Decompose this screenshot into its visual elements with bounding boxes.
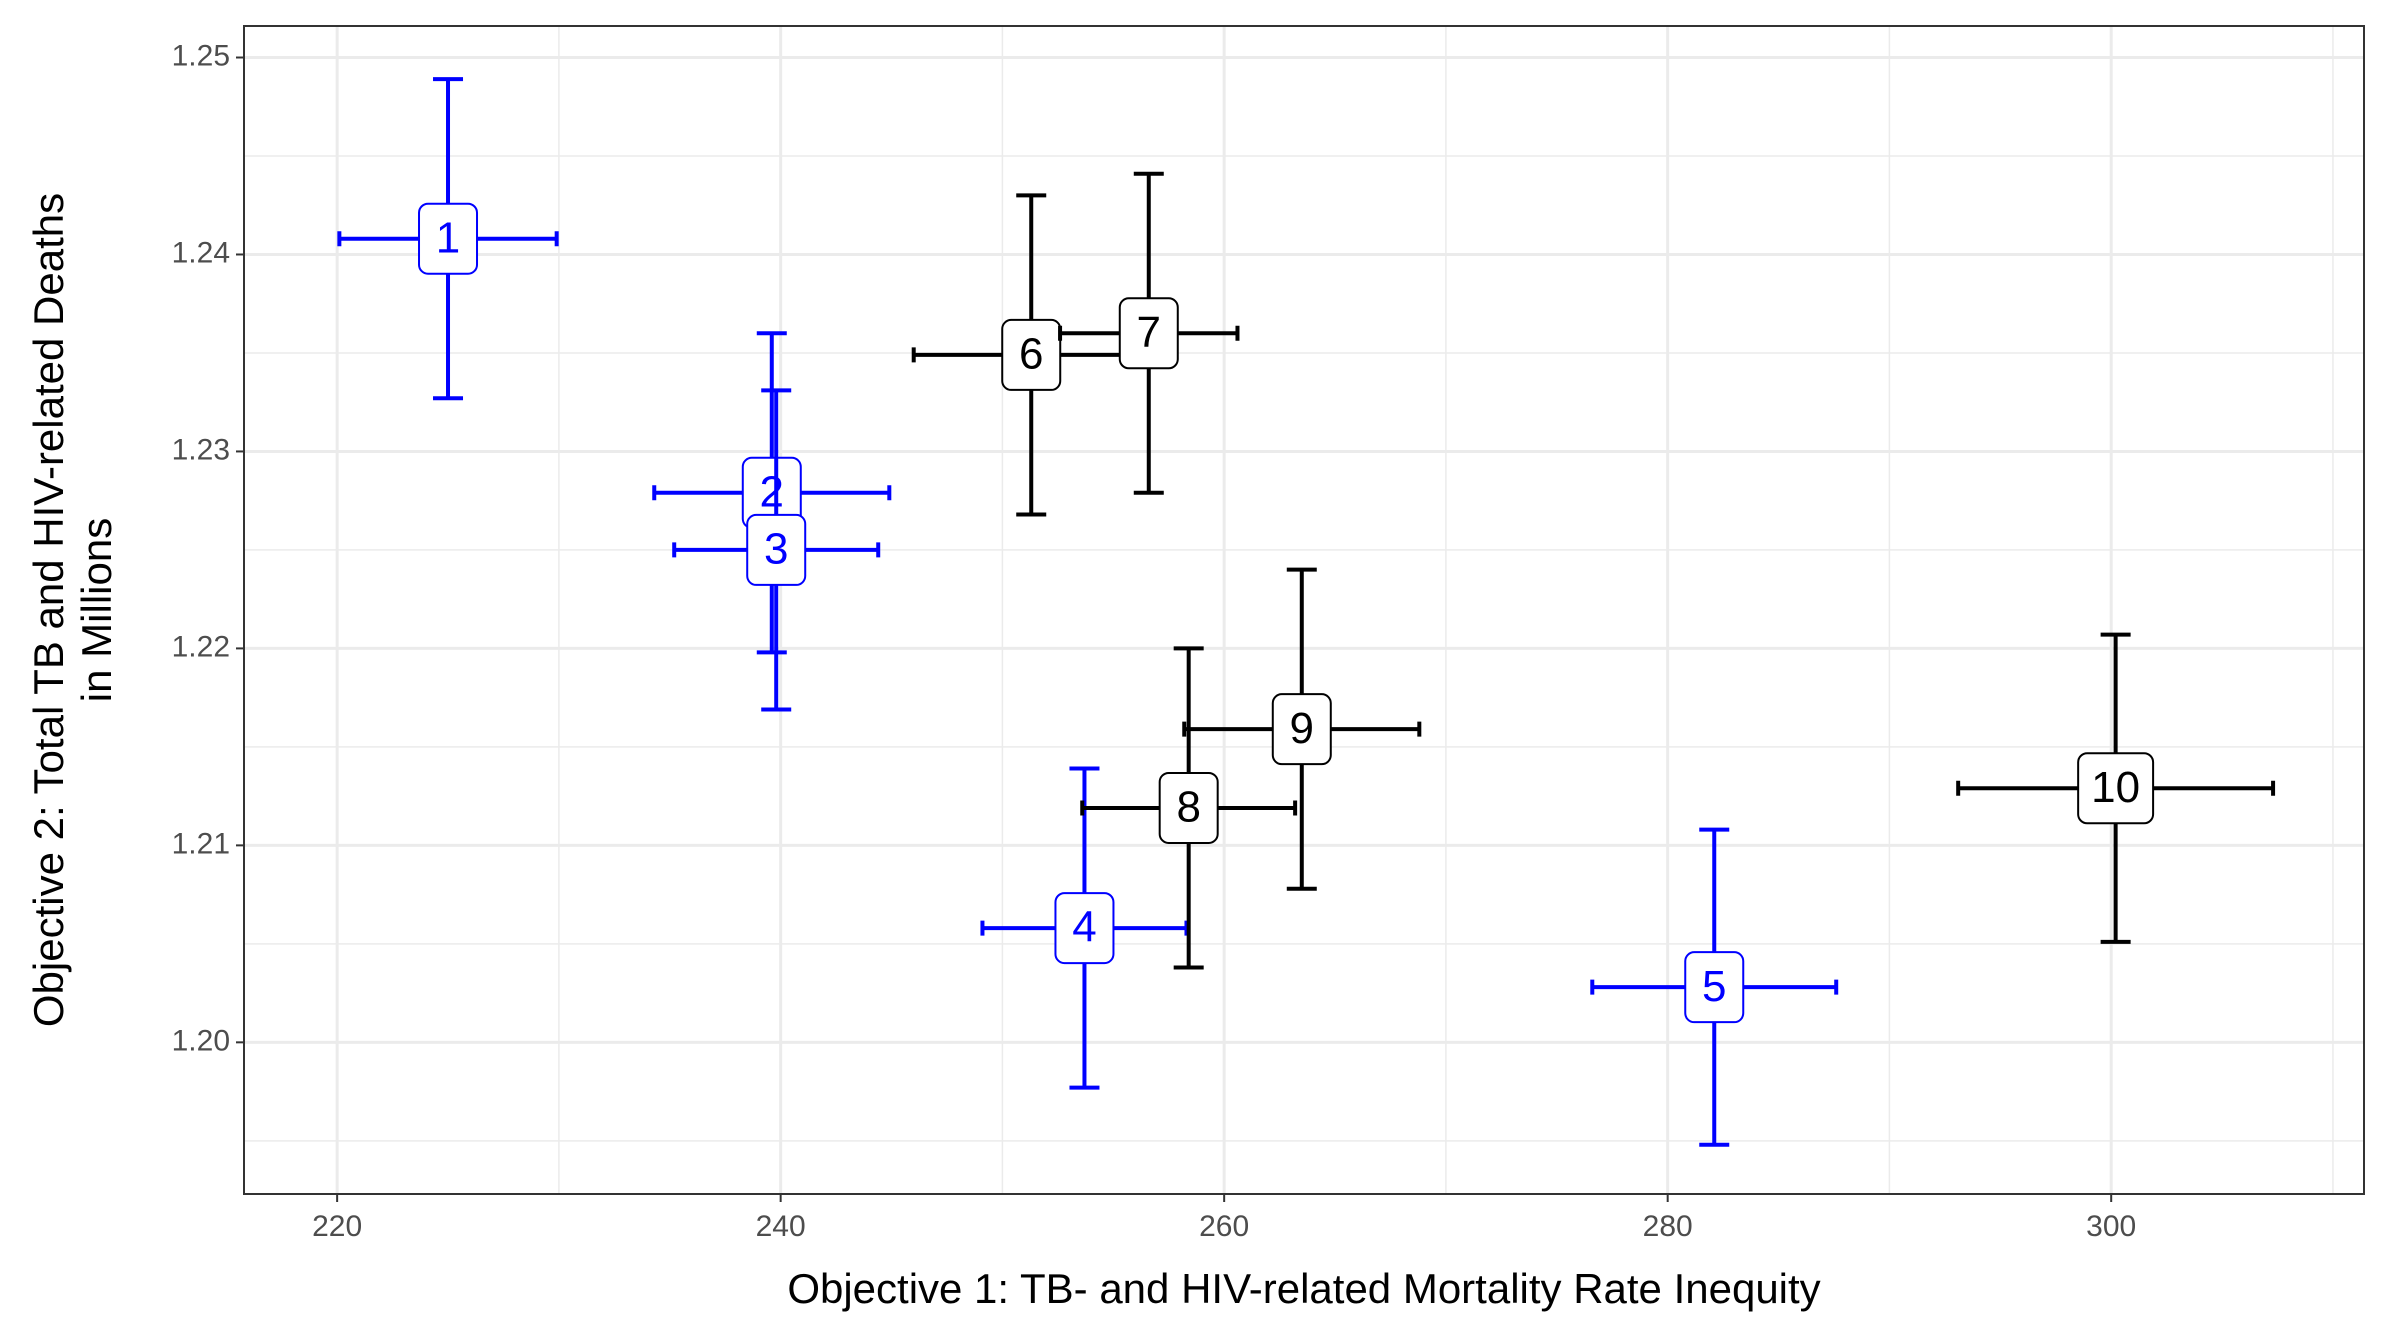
grid bbox=[244, 26, 2364, 1194]
point-group: 5 bbox=[1590, 827, 1839, 1147]
point-label-box bbox=[1001, 318, 1062, 391]
y-tick-label: 1.22 bbox=[172, 630, 230, 663]
y-axis-title: Objective 2: Total TB and HIV-related De… bbox=[25, 193, 72, 1027]
point-label: 10 bbox=[2091, 763, 2140, 812]
point-label: 2 bbox=[760, 467, 784, 516]
point-group: 7 bbox=[1058, 171, 1240, 495]
point-group: 3 bbox=[672, 388, 881, 712]
point-group: 4 bbox=[980, 766, 1189, 1090]
point-group: 9 bbox=[1182, 567, 1422, 891]
y-tick-label: 1.25 bbox=[172, 39, 230, 72]
point-label: 4 bbox=[1072, 903, 1096, 952]
y-tick-label: 1.20 bbox=[172, 1024, 230, 1057]
point-label-box bbox=[1118, 297, 1179, 370]
point-group: 8 bbox=[1080, 646, 1298, 970]
plot-border bbox=[243, 25, 2365, 1195]
point-group: 10 bbox=[1956, 632, 2276, 944]
point-group: 1 bbox=[337, 77, 559, 401]
x-tick-label: 220 bbox=[312, 1210, 362, 1243]
point-label-box bbox=[418, 202, 479, 275]
point-label: 3 bbox=[764, 525, 788, 574]
point-group: 2 bbox=[652, 331, 892, 655]
point-group: 6 bbox=[911, 193, 1151, 517]
point-label: 9 bbox=[1290, 704, 1314, 753]
x-axis-title: Objective 1: TB- and HIV-related Mortali… bbox=[787, 1265, 1820, 1312]
point-label-box bbox=[1054, 892, 1115, 965]
point-label-box bbox=[746, 513, 807, 586]
point-label-box bbox=[2077, 752, 2155, 825]
point-label: 8 bbox=[1176, 783, 1200, 832]
x-tick-label: 300 bbox=[2086, 1210, 2136, 1243]
point-label: 7 bbox=[1137, 308, 1161, 357]
point-label: 1 bbox=[436, 213, 460, 262]
x-tick-label: 280 bbox=[1643, 1210, 1693, 1243]
x-tick-label: 240 bbox=[756, 1210, 806, 1243]
point-label-box bbox=[1684, 951, 1745, 1024]
y-tick-label: 1.24 bbox=[172, 236, 230, 269]
point-label-box bbox=[1271, 693, 1332, 766]
y-axis-title: in Millions bbox=[73, 518, 120, 702]
point-label-box bbox=[1158, 771, 1219, 844]
point-label: 5 bbox=[1702, 962, 1726, 1011]
y-tick-label: 1.23 bbox=[172, 433, 230, 466]
point-label: 6 bbox=[1019, 330, 1043, 379]
x-tick-label: 260 bbox=[1199, 1210, 1249, 1243]
y-tick-label: 1.21 bbox=[172, 827, 230, 860]
